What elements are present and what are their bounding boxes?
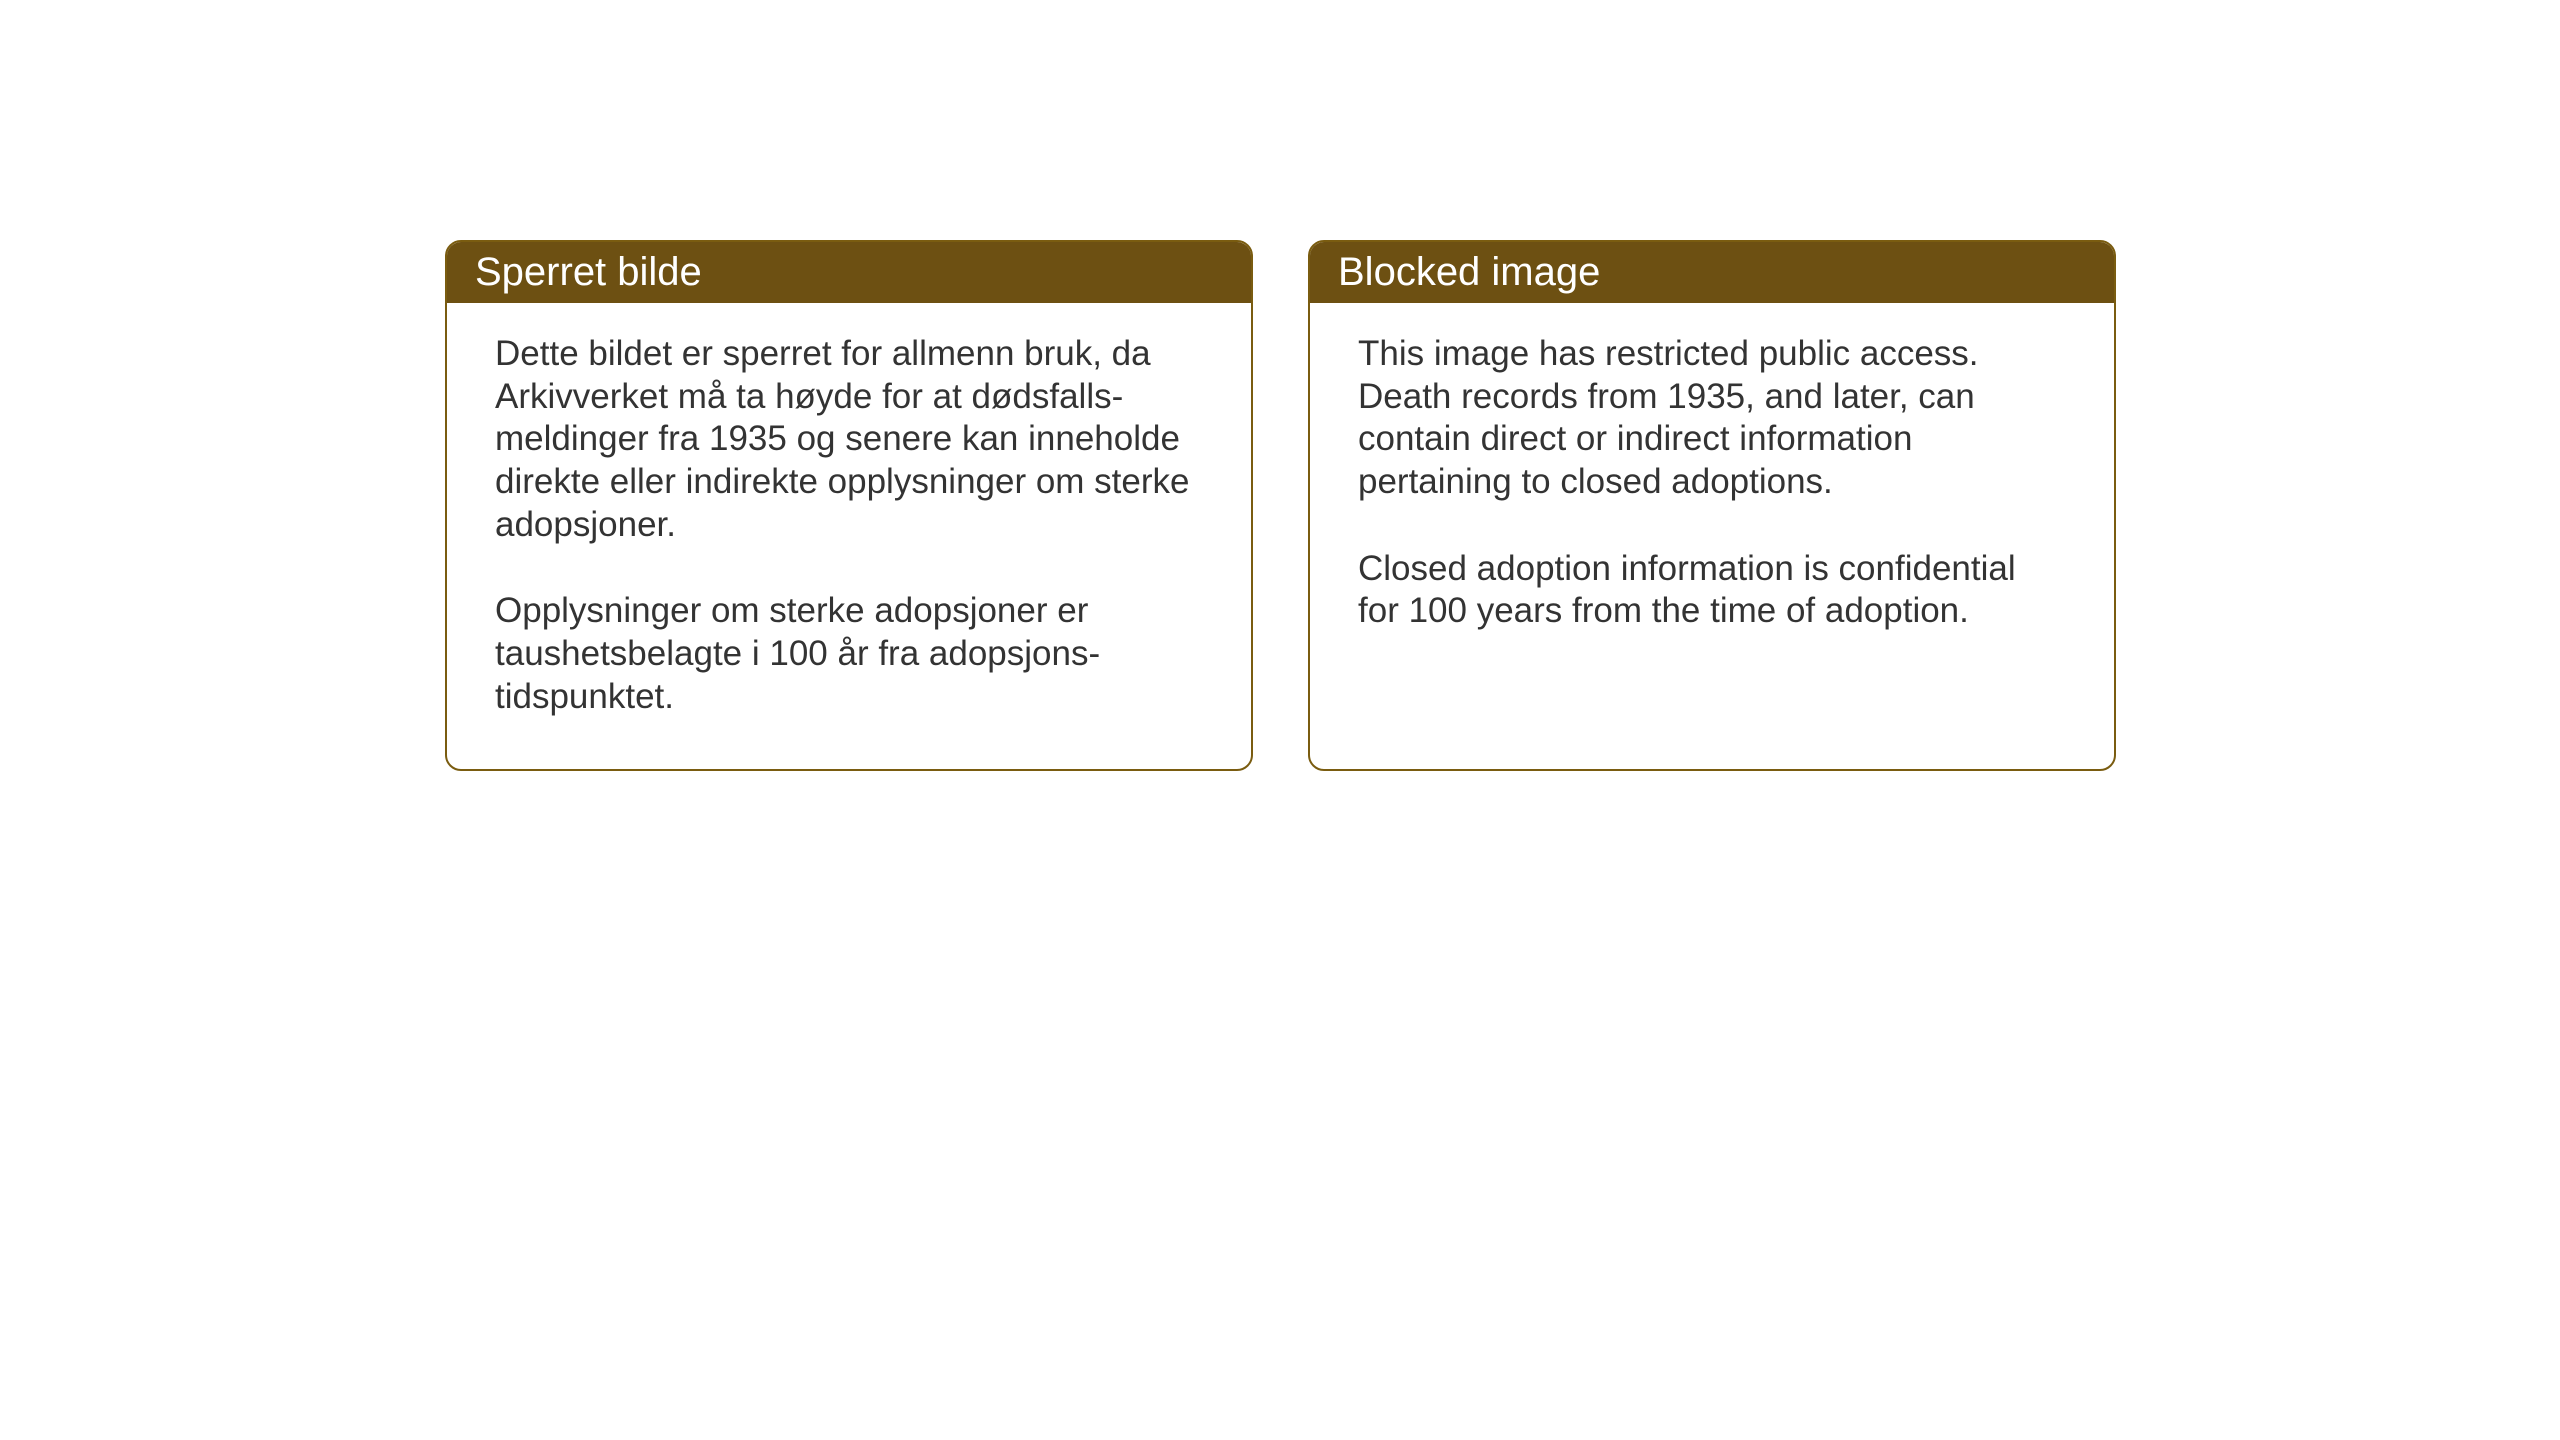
english-card: Blocked image This image has restricted … [1308,240,2116,771]
english-card-body: This image has restricted public access.… [1310,303,2114,683]
norwegian-card-body: Dette bildet er sperret for allmenn bruk… [447,303,1251,769]
norwegian-paragraph-1: Dette bildet er sperret for allmenn bruk… [495,333,1203,546]
norwegian-card: Sperret bilde Dette bildet er sperret fo… [445,240,1253,771]
english-paragraph-1: This image has restricted public access.… [1358,333,2066,504]
english-paragraph-2: Closed adoption information is confident… [1358,548,2066,633]
cards-container: Sperret bilde Dette bildet er sperret fo… [445,240,2116,771]
english-card-title: Blocked image [1310,242,2114,303]
norwegian-card-title: Sperret bilde [447,242,1251,303]
norwegian-paragraph-2: Opplysninger om sterke adopsjoner er tau… [495,590,1203,718]
